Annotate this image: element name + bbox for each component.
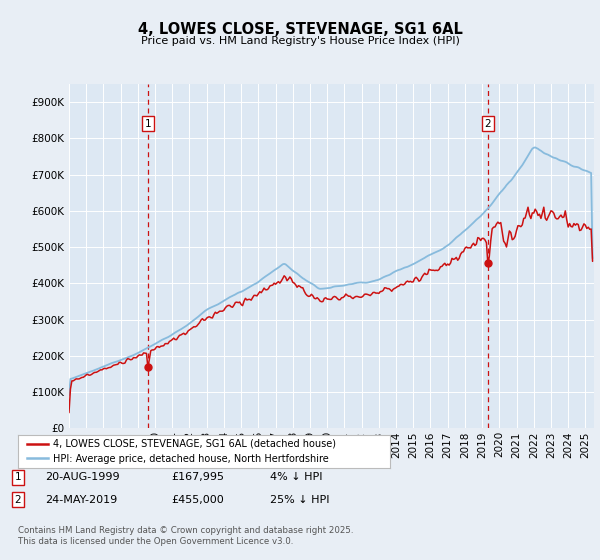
Text: 20-AUG-1999: 20-AUG-1999 [45, 472, 119, 482]
Text: 1: 1 [145, 119, 151, 129]
Text: 1: 1 [14, 472, 22, 482]
Text: 4% ↓ HPI: 4% ↓ HPI [270, 472, 323, 482]
Text: Contains HM Land Registry data © Crown copyright and database right 2025.
This d: Contains HM Land Registry data © Crown c… [18, 526, 353, 546]
Text: £167,995: £167,995 [171, 472, 224, 482]
Text: 2: 2 [14, 494, 22, 505]
Text: 2: 2 [485, 119, 491, 129]
Text: 25% ↓ HPI: 25% ↓ HPI [270, 494, 329, 505]
Text: 24-MAY-2019: 24-MAY-2019 [45, 494, 117, 505]
Legend: 4, LOWES CLOSE, STEVENAGE, SG1 6AL (detached house), HPI: Average price, detache: 4, LOWES CLOSE, STEVENAGE, SG1 6AL (deta… [23, 435, 340, 468]
Text: £455,000: £455,000 [171, 494, 224, 505]
Text: 4, LOWES CLOSE, STEVENAGE, SG1 6AL: 4, LOWES CLOSE, STEVENAGE, SG1 6AL [137, 22, 463, 38]
Text: Price paid vs. HM Land Registry's House Price Index (HPI): Price paid vs. HM Land Registry's House … [140, 36, 460, 46]
